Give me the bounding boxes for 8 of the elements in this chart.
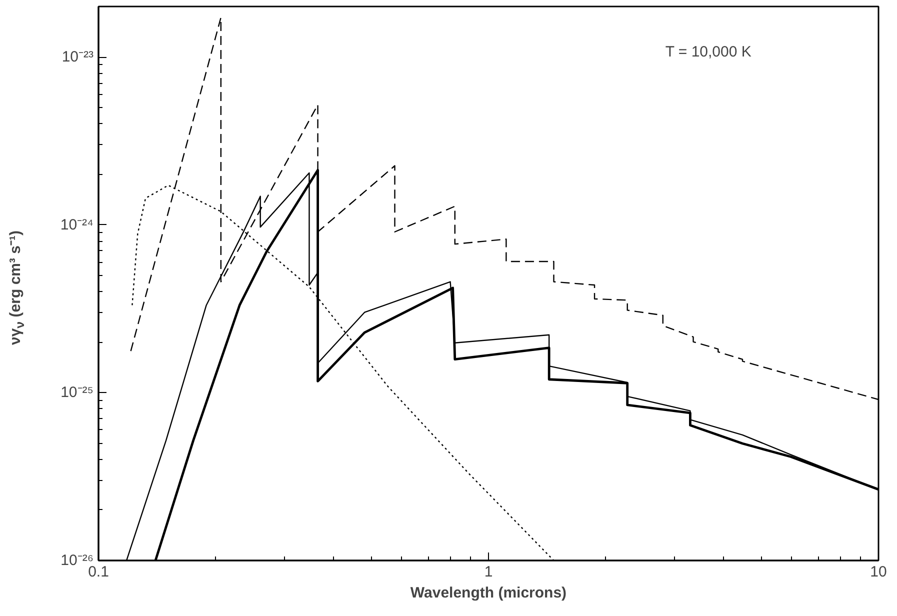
y-tick-label: 10⁻²⁵	[60, 384, 94, 402]
y-tick-label: 10⁻²⁴	[60, 216, 94, 234]
x-axis-title: Wavelength (microns)	[410, 584, 567, 602]
annotation: T = 10,000 K	[665, 44, 752, 60]
x-tick-label: 0.1	[88, 564, 109, 580]
x-tick-label: 1	[484, 564, 493, 580]
x-tick-label: 10	[870, 564, 887, 580]
y-tick-label: 10⁻²³	[62, 48, 94, 66]
